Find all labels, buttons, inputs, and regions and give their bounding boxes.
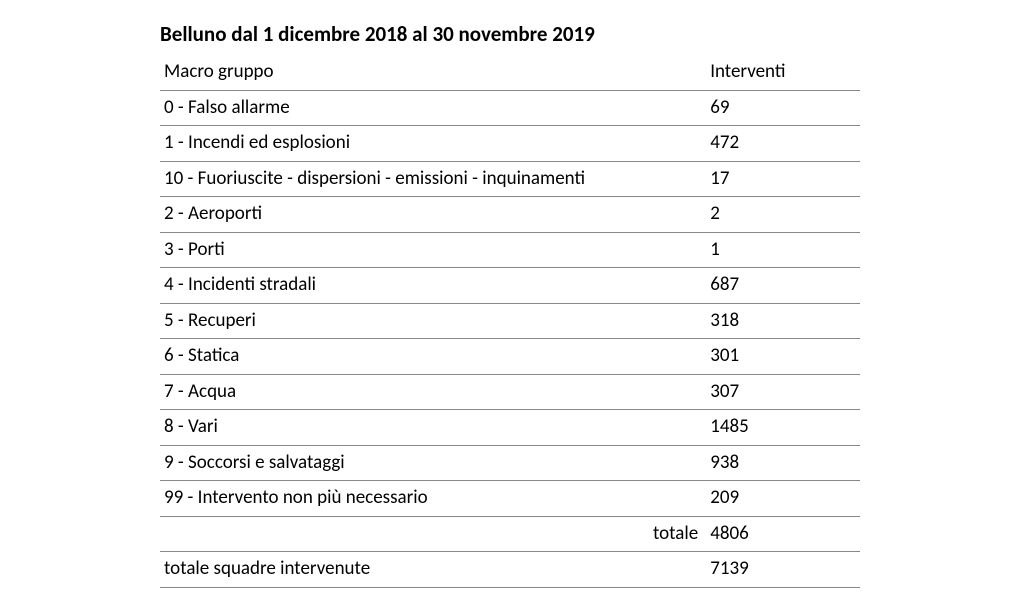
table-row: 7 - Acqua 307	[160, 374, 860, 410]
totale-label: totale	[160, 516, 706, 552]
totale-row: totale 4806	[160, 516, 860, 552]
table-row: 5 - Recuperi 318	[160, 303, 860, 339]
table-row: 2 - Aeroporti 2	[160, 197, 860, 233]
page-title: Belluno dal 1 dicembre 2018 al 30 novemb…	[160, 20, 864, 49]
table-row: 10 - Fuoriuscite - dispersioni - emissio…	[160, 161, 860, 197]
row-value: 1	[706, 232, 860, 268]
row-label: 7 - Acqua	[160, 374, 706, 410]
row-value: 938	[706, 445, 860, 481]
table-row: 9 - Soccorsi e salvataggi 938	[160, 445, 860, 481]
row-label: 1 - Incendi ed esplosioni	[160, 126, 706, 162]
table-row: 8 - Vari 1485	[160, 410, 860, 446]
row-value: 1485	[706, 410, 860, 446]
totale-squadre-label: totale squadre intervenute	[160, 552, 706, 588]
table-row: 4 - Incidenti stradali 687	[160, 268, 860, 304]
totale-squadre-row: totale squadre intervenute 7139	[160, 552, 860, 588]
row-label: 0 - Falso allarme	[160, 90, 706, 126]
column-header-interventi: Interventi	[706, 55, 860, 90]
row-label: 4 - Incidenti stradali	[160, 268, 706, 304]
row-value: 17	[706, 161, 860, 197]
row-label: 99 - Intervento non più necessario	[160, 481, 706, 517]
totale-squadre-value: 7139	[706, 552, 860, 588]
table-row: 1 - Incendi ed esplosioni 472	[160, 126, 860, 162]
table-row: 99 - Intervento non più necessario 209	[160, 481, 860, 517]
row-label: 8 - Vari	[160, 410, 706, 446]
report-page: Belluno dal 1 dicembre 2018 al 30 novemb…	[0, 0, 1024, 608]
row-value: 318	[706, 303, 860, 339]
row-value: 472	[706, 126, 860, 162]
table-row: 3 - Porti 1	[160, 232, 860, 268]
row-label: 10 - Fuoriuscite - dispersioni - emissio…	[160, 161, 706, 197]
row-label: 6 - Statica	[160, 339, 706, 375]
row-label: 3 - Porti	[160, 232, 706, 268]
interventi-table: Macro gruppo Interventi 0 - Falso allarm…	[160, 55, 860, 588]
row-label: 2 - Aeroporti	[160, 197, 706, 233]
row-value: 687	[706, 268, 860, 304]
row-value: 209	[706, 481, 860, 517]
table-row: 6 - Statica 301	[160, 339, 860, 375]
column-header-macro-gruppo: Macro gruppo	[160, 55, 706, 90]
totale-value: 4806	[706, 516, 860, 552]
row-value: 301	[706, 339, 860, 375]
row-value: 2	[706, 197, 860, 233]
row-value: 307	[706, 374, 860, 410]
row-label: 5 - Recuperi	[160, 303, 706, 339]
table-header-row: Macro gruppo Interventi	[160, 55, 860, 90]
row-value: 69	[706, 90, 860, 126]
row-label: 9 - Soccorsi e salvataggi	[160, 445, 706, 481]
table-row: 0 - Falso allarme 69	[160, 90, 860, 126]
